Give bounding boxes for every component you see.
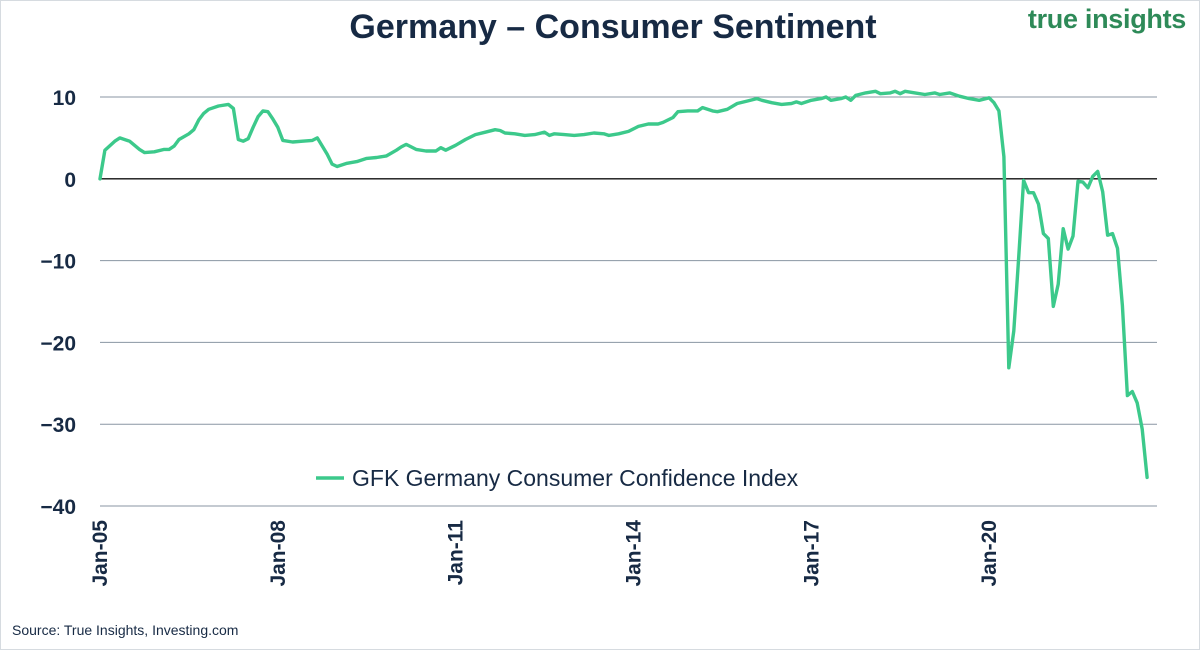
x-tick-label: Jan-08 xyxy=(267,520,290,587)
x-tick-label: Jan-20 xyxy=(978,520,1001,587)
chart-title: Germany – Consumer Sentiment xyxy=(349,8,877,46)
legend-label: GFK Germany Consumer Confidence Index xyxy=(352,465,799,491)
legend: GFK Germany Consumer Confidence Index xyxy=(316,465,799,491)
y-tick-label: 0 xyxy=(64,169,76,192)
x-tick-label: Jan-11 xyxy=(445,520,468,586)
y-axis-ticks: 10 0 −10 −20 −30 −40 xyxy=(40,87,76,519)
x-tick-label: Jan-05 xyxy=(89,520,112,587)
y-tick-label: 10 xyxy=(53,87,76,110)
y-tick-label: −40 xyxy=(40,496,76,519)
y-tick-label: −10 xyxy=(40,251,76,274)
series-group xyxy=(98,89,1149,480)
series-line xyxy=(98,89,1149,480)
y-tick-label: −30 xyxy=(40,414,76,437)
x-tick-label: Jan-17 xyxy=(800,520,823,587)
x-tick-label: Jan-14 xyxy=(622,520,645,587)
brand-word-2: insights xyxy=(1084,4,1186,34)
y-tick-label: −20 xyxy=(40,332,76,355)
x-axis-ticks: Jan-05 Jan-08 Jan-11 Jan-14 Jan-17 Jan-20 xyxy=(89,520,1001,587)
source-note: Source: True Insights, Investing.com xyxy=(12,622,239,638)
brand-logo: true insights xyxy=(1028,4,1186,35)
brand-word-1: true xyxy=(1027,4,1078,34)
gridlines xyxy=(100,96,1157,507)
